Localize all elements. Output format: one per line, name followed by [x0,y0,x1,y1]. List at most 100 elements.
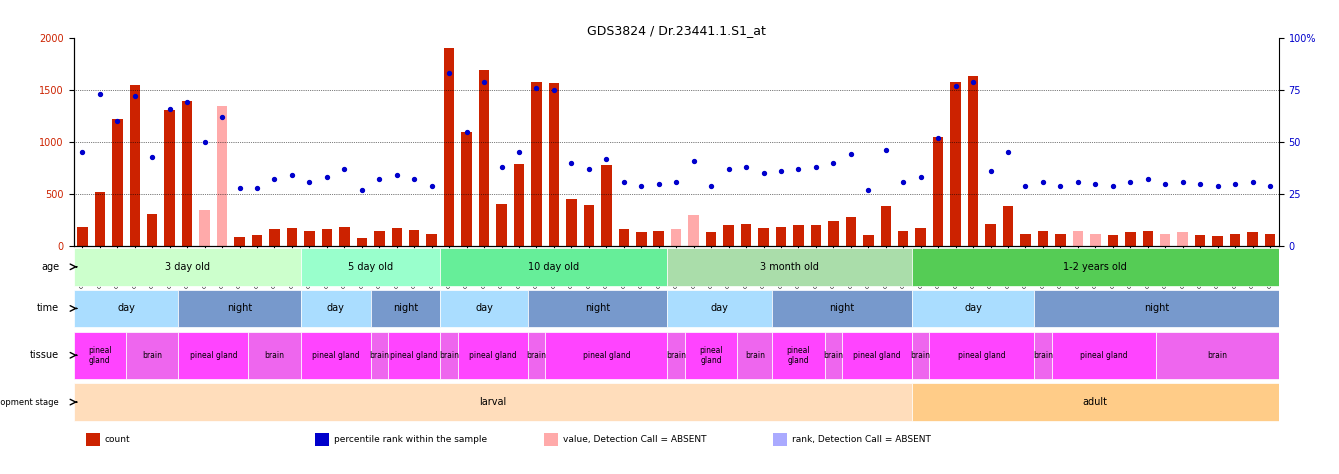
Point [159,105,181,112]
Point [1259,182,1280,190]
Point [107,118,129,125]
Point [613,178,635,185]
Point [1032,178,1054,185]
Point [72,148,94,156]
Point [578,165,600,173]
FancyBboxPatch shape [912,248,1279,285]
Bar [408,230,419,246]
Bar [1038,231,1048,246]
FancyBboxPatch shape [773,290,912,327]
FancyBboxPatch shape [1051,332,1157,379]
Text: 1-2 years old: 1-2 years old [1063,262,1127,272]
FancyBboxPatch shape [178,332,248,379]
FancyBboxPatch shape [74,248,301,285]
Bar [1177,232,1188,246]
Point [212,113,233,121]
Bar [1020,234,1031,246]
FancyBboxPatch shape [528,332,545,379]
Text: adult: adult [1083,397,1107,407]
Point [876,146,897,154]
FancyBboxPatch shape [686,332,738,379]
Text: pineal
gland: pineal gland [786,346,810,365]
FancyBboxPatch shape [74,332,126,379]
FancyBboxPatch shape [74,383,912,421]
Text: brain: brain [1032,351,1052,360]
FancyBboxPatch shape [126,332,178,379]
Point [229,184,250,191]
Bar [653,231,664,246]
Bar [986,224,996,246]
Point [177,99,198,106]
Point [631,182,652,190]
Point [264,176,285,183]
FancyBboxPatch shape [458,332,528,379]
Text: day: day [116,303,135,313]
FancyBboxPatch shape [912,290,1034,327]
Text: night: night [829,303,854,313]
Text: night: night [585,303,611,313]
Point [455,128,477,136]
Bar [864,235,873,246]
Text: pineal
gland: pineal gland [88,346,111,365]
Text: brain: brain [1208,351,1228,360]
Point [281,172,303,179]
Point [928,134,949,142]
Point [420,182,442,190]
FancyBboxPatch shape [528,290,667,327]
Text: brain: brain [142,351,162,360]
Point [770,167,791,175]
Bar [773,433,787,446]
Bar [1090,234,1101,246]
Bar [1177,232,1188,246]
Text: age: age [42,262,59,272]
Bar [165,109,175,246]
Text: tissue: tissue [29,350,59,360]
Bar [217,106,228,246]
Bar [462,132,471,246]
FancyBboxPatch shape [371,290,441,327]
Point [561,159,582,166]
FancyBboxPatch shape [74,290,178,327]
Text: day: day [964,303,981,313]
Bar [269,229,280,246]
Bar [252,235,262,246]
FancyBboxPatch shape [1034,332,1051,379]
FancyBboxPatch shape [929,332,1034,379]
Point [509,148,530,156]
FancyBboxPatch shape [545,332,667,379]
FancyBboxPatch shape [773,332,825,379]
FancyBboxPatch shape [825,332,842,379]
Bar [549,82,560,246]
Bar [758,228,769,246]
Bar [130,85,141,246]
Bar [706,232,716,246]
Bar [1265,234,1275,246]
Text: percentile rank within the sample: percentile rank within the sample [333,435,487,444]
Bar [445,48,454,246]
Point [386,172,407,179]
Text: pineal gland: pineal gland [190,351,237,360]
Bar [1248,232,1257,246]
FancyBboxPatch shape [301,332,371,379]
Bar [951,82,961,246]
Point [980,167,1002,175]
Bar [688,215,699,246]
FancyBboxPatch shape [667,290,773,327]
FancyBboxPatch shape [842,332,912,379]
Point [648,180,670,187]
Point [787,165,809,173]
Text: value, Detection Call = ABSENT: value, Detection Call = ABSENT [562,435,707,444]
Bar [287,228,297,246]
Bar [1229,234,1240,246]
Bar [200,210,210,246]
Bar [426,234,437,246]
Bar [968,76,979,246]
Point [299,178,320,185]
Bar [391,228,402,246]
Bar [619,229,629,246]
Bar [898,231,908,246]
Bar [304,231,315,246]
Point [194,138,216,146]
Text: pineal gland: pineal gland [853,351,901,360]
Bar [315,433,329,446]
